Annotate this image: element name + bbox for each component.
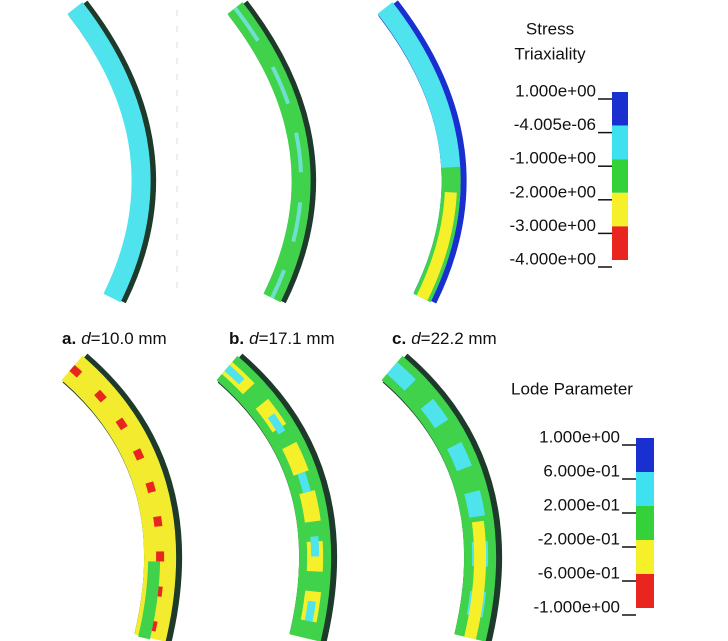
legend-label: 2.000e-01 [543, 495, 620, 514]
legend-swatch [612, 226, 628, 260]
legend-label: -6.000e-01 [538, 563, 620, 582]
caption: a. d=10.0 mm [62, 329, 167, 348]
legend-swatch [636, 472, 654, 506]
legend-swatch [612, 192, 628, 227]
legend-label: -3.000e+00 [510, 216, 597, 235]
legend-swatch [636, 540, 654, 574]
legend-label: 1.000e+00 [515, 81, 596, 100]
lode-plot-a [66, 368, 163, 638]
legend-swatch [636, 574, 654, 608]
legend-swatch [612, 125, 628, 160]
legend-label: -2.000e-01 [538, 529, 620, 548]
legend-label: 1.000e+00 [539, 427, 620, 446]
caption-variable: d [81, 329, 91, 348]
caption-letter: a. [62, 329, 76, 348]
legend-label: -1.000e+00 [510, 149, 597, 168]
caption-value: =10.0 mm [91, 329, 167, 348]
legend-swatch [636, 438, 654, 472]
caption: b. d=17.1 mm [229, 329, 335, 348]
legend-swatch [612, 92, 628, 126]
legend-label: -4.000e+00 [510, 249, 597, 268]
legend-label: -1.000e+00 [534, 597, 621, 616]
caption: c. d=22.2 mm [392, 329, 497, 348]
legend-title: Triaxiality [514, 44, 586, 63]
legend-label: 6.000e-01 [543, 461, 620, 480]
triaxiality-plot-c [385, 8, 454, 298]
caption-variable: d [411, 329, 421, 348]
triaxiality-plot-b [235, 8, 304, 298]
legend-swatch [612, 159, 628, 193]
caption-letter: c. [392, 329, 406, 348]
caption-variable: d [249, 329, 259, 348]
labels: a. d=10.0 mm b. d=17.1 mm c. d=22.2 mmStressT… [62, 19, 654, 616]
lode-plot-b [227, 368, 318, 638]
legend-swatch [636, 506, 654, 540]
caption-letter: b. [229, 329, 244, 348]
legend-label: -4.005e-06 [514, 115, 596, 134]
lode-plot-c [392, 368, 483, 638]
legend-title: Lode Parameter [511, 379, 633, 398]
legend-title: Stress [526, 19, 574, 38]
caption-value: =17.1 mm [259, 329, 335, 348]
legend-label: -2.000e+00 [510, 182, 597, 201]
caption-value: =22.2 mm [421, 329, 497, 348]
triaxiality-plot-a [75, 8, 144, 298]
